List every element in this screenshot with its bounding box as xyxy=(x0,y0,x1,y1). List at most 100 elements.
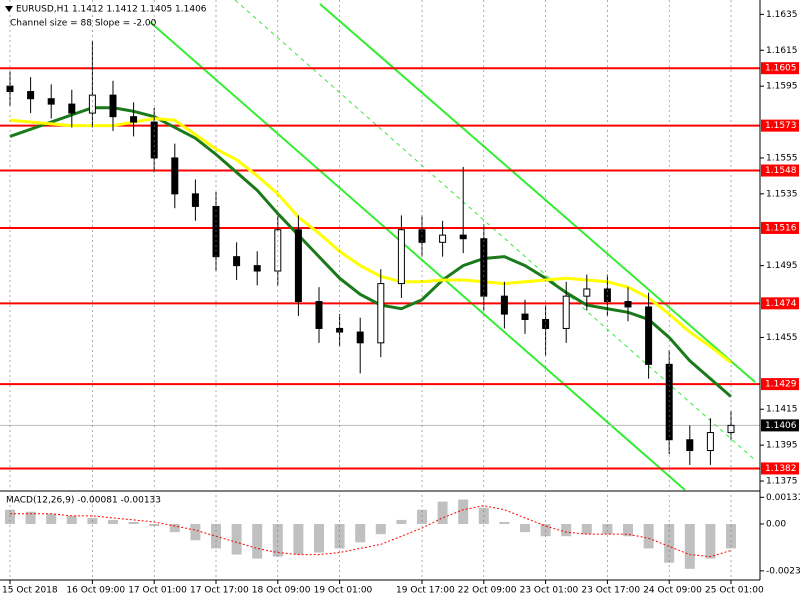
candle-body xyxy=(171,157,179,195)
macd-bar xyxy=(375,523,386,535)
candle-body xyxy=(233,256,241,267)
moving-average xyxy=(9,116,732,364)
y-tick-label: 1.1415 xyxy=(766,405,798,415)
x-tick-label: 19 Oct 17:00 xyxy=(396,586,455,596)
candle-body xyxy=(521,313,529,320)
indicator-lines xyxy=(0,106,760,426)
y-tick-label: 1.1495 xyxy=(766,261,798,271)
level-label-box xyxy=(761,164,799,177)
level-label: 1.1474 xyxy=(765,299,797,309)
x-tick-label: 22 Oct 09:00 xyxy=(458,586,517,596)
y-tick-label: 0.00131 xyxy=(766,493,800,503)
candle-body xyxy=(686,439,694,452)
macd-bar xyxy=(520,523,530,533)
level-label-box xyxy=(761,462,799,475)
macd-bar xyxy=(561,523,572,537)
candle-body xyxy=(27,91,35,100)
x-tick-label: 19 Oct 01:00 xyxy=(314,586,373,596)
macd-bar xyxy=(705,523,716,559)
x-tick-label: 15 Oct 2018 xyxy=(2,586,58,596)
last-price-label: 1.1406 xyxy=(765,421,797,431)
levels xyxy=(0,67,760,470)
macd-bar xyxy=(314,523,324,553)
candle-body xyxy=(562,295,570,329)
candle-body xyxy=(47,98,55,105)
candle-body xyxy=(459,234,467,240)
macd-bar xyxy=(293,523,304,555)
candle-body xyxy=(377,283,385,344)
y-tick-label: 1.1595 xyxy=(766,82,798,92)
x-tick-label: 17 Oct 01:00 xyxy=(128,586,187,596)
level-label-box xyxy=(761,62,799,75)
candle-body xyxy=(480,238,488,297)
candle-body xyxy=(356,331,364,344)
macd-bar xyxy=(252,523,263,559)
y-tick-label: 1.1535 xyxy=(766,189,798,199)
x-tick-label: 16 Oct 09:00 xyxy=(66,586,125,596)
level-label-box xyxy=(761,119,799,132)
y-tick-label: 1.1375 xyxy=(766,477,798,487)
x-tick-label: 18 Oct 09:00 xyxy=(252,586,311,596)
macd-bar xyxy=(46,513,57,524)
macd-bar xyxy=(437,501,448,524)
level-label: 1.1605 xyxy=(765,64,797,74)
x-tick-label: 23 Oct 17:00 xyxy=(581,586,640,596)
candle-body xyxy=(542,318,550,329)
macd-bar xyxy=(458,499,469,524)
candle-body xyxy=(191,193,199,207)
y-tick-label: 1.1635 xyxy=(766,10,798,20)
macd-signal xyxy=(10,505,732,558)
macd-bar xyxy=(128,521,139,524)
candle-body xyxy=(645,306,653,365)
y-tick-label: 1.1395 xyxy=(766,441,798,451)
macd-bar xyxy=(169,523,180,533)
y-tick-label: 1.1455 xyxy=(766,333,798,343)
macd-bar xyxy=(499,521,510,524)
candle-body xyxy=(253,265,261,272)
macd-bar xyxy=(396,519,407,524)
x-tick-label: 25 Oct 01:00 xyxy=(705,586,764,596)
level-label-box xyxy=(761,378,799,391)
y-tick-label: 0.00 xyxy=(766,519,786,529)
channel-line xyxy=(149,21,686,491)
macd-bar xyxy=(602,523,613,535)
last-price-box xyxy=(761,419,799,432)
chart-subtitle: Channel size = 88 Slope = -2.00 xyxy=(10,19,157,29)
macd-bar xyxy=(355,523,366,543)
candle-body xyxy=(315,301,323,329)
candle-body xyxy=(706,432,714,452)
macd-title: MACD(12,26,9) -0.00081 -0.00133 xyxy=(6,496,161,506)
candle-body xyxy=(665,363,673,441)
macd-bar xyxy=(25,511,36,524)
candle-body xyxy=(397,229,405,285)
x-tick-label: 23 Oct 01:00 xyxy=(520,586,579,596)
level-label: 1.1382 xyxy=(765,464,797,474)
candle-body xyxy=(583,288,591,297)
level-label: 1.1548 xyxy=(765,166,797,176)
candle-body xyxy=(294,229,302,303)
y-tick-label: -0.0023 xyxy=(766,566,800,576)
level-label: 1.1516 xyxy=(765,223,797,233)
level-label-box xyxy=(761,221,799,234)
y-tick-label: 1.1615 xyxy=(766,46,798,56)
macd-bar xyxy=(190,523,201,541)
x-tick-label: 24 Oct 09:00 xyxy=(643,586,702,596)
level-label: 1.1429 xyxy=(765,380,797,390)
menu-arrow xyxy=(5,6,13,12)
candle-body xyxy=(624,301,632,308)
macd-bar xyxy=(108,519,118,524)
moving-average xyxy=(9,106,732,398)
level-label: 1.1573 xyxy=(765,121,797,131)
candle-body xyxy=(109,94,117,118)
channel-line xyxy=(319,3,756,383)
candle-body xyxy=(439,234,447,243)
candle-body xyxy=(68,103,76,114)
macd-bar xyxy=(664,523,675,563)
macd-bar xyxy=(623,523,633,537)
macd-bar xyxy=(231,523,242,555)
x-tick-label: 17 Oct 17:00 xyxy=(190,586,249,596)
